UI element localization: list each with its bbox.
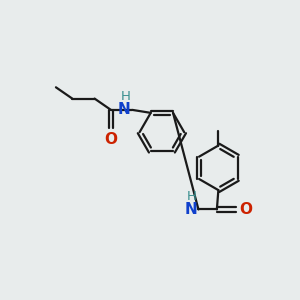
Text: N: N (118, 102, 131, 117)
Text: O: O (239, 202, 252, 217)
Text: N: N (184, 202, 197, 217)
Text: O: O (104, 132, 117, 147)
Text: H: H (121, 90, 131, 104)
Text: H: H (187, 190, 197, 203)
